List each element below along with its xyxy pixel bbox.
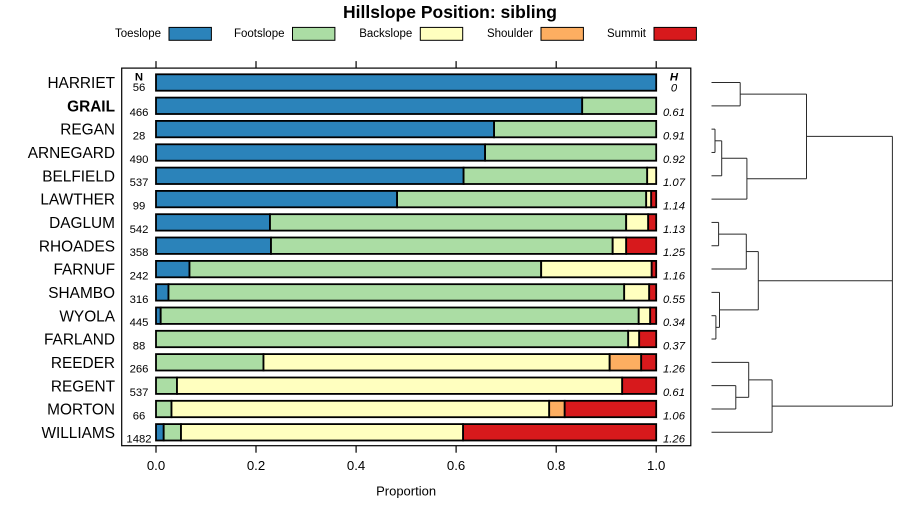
svg-text:FARNUF: FARNUF <box>53 262 115 279</box>
svg-text:Backslope: Backslope <box>359 28 412 40</box>
svg-text:1.26: 1.26 <box>663 434 686 446</box>
svg-text:WILLIAMS: WILLIAMS <box>41 425 115 442</box>
svg-text:1.0: 1.0 <box>647 458 665 473</box>
svg-text:REGENT: REGENT <box>51 378 116 395</box>
svg-text:MORTON: MORTON <box>47 402 115 419</box>
svg-text:FARLAND: FARLAND <box>44 332 115 349</box>
svg-text:0.34: 0.34 <box>663 317 685 329</box>
svg-text:Proportion: Proportion <box>376 484 436 499</box>
svg-text:56: 56 <box>133 82 146 94</box>
svg-text:0: 0 <box>671 83 678 95</box>
svg-text:66: 66 <box>133 410 146 422</box>
svg-text:28: 28 <box>133 131 146 143</box>
svg-text:537: 537 <box>130 177 149 189</box>
svg-text:0.37: 0.37 <box>663 340 686 352</box>
svg-text:266: 266 <box>130 364 149 376</box>
svg-text:0.91: 0.91 <box>663 131 685 143</box>
svg-text:466: 466 <box>130 107 149 119</box>
svg-text:358: 358 <box>130 247 149 259</box>
svg-text:WYOLA: WYOLA <box>59 308 115 325</box>
svg-text:RHOADES: RHOADES <box>39 238 115 255</box>
svg-text:BELFIELD: BELFIELD <box>42 168 115 185</box>
svg-text:SHAMBO: SHAMBO <box>48 285 115 302</box>
svg-text:242: 242 <box>130 271 149 283</box>
svg-text:0.2: 0.2 <box>247 458 265 473</box>
svg-text:DAGLUM: DAGLUM <box>49 215 115 232</box>
svg-text:N: N <box>135 72 143 84</box>
svg-text:0.0: 0.0 <box>147 458 165 473</box>
svg-text:1.13: 1.13 <box>663 224 686 236</box>
svg-text:ARNEGARD: ARNEGARD <box>28 145 115 162</box>
svg-text:Shoulder: Shoulder <box>487 28 533 40</box>
svg-text:REEDER: REEDER <box>51 355 115 372</box>
svg-text:Hillslope Position: sibling: Hillslope Position: sibling <box>343 2 557 22</box>
svg-text:537: 537 <box>130 387 149 399</box>
svg-text:0.55: 0.55 <box>663 294 686 306</box>
svg-text:0.92: 0.92 <box>663 154 686 166</box>
svg-text:1482: 1482 <box>126 434 151 446</box>
svg-text:REGAN: REGAN <box>60 122 115 139</box>
svg-text:542: 542 <box>130 224 149 236</box>
svg-text:Footslope: Footslope <box>234 28 285 40</box>
svg-text:99: 99 <box>133 201 146 213</box>
svg-text:490: 490 <box>130 154 149 166</box>
svg-text:0.61: 0.61 <box>663 107 685 119</box>
svg-text:Summit: Summit <box>607 28 647 40</box>
svg-text:GRAIL: GRAIL <box>67 98 115 115</box>
svg-text:0.8: 0.8 <box>547 458 565 473</box>
svg-text:1.07: 1.07 <box>663 177 686 189</box>
svg-text:1.16: 1.16 <box>663 271 686 283</box>
svg-text:Toeslope: Toeslope <box>115 28 161 40</box>
svg-text:445: 445 <box>130 317 149 329</box>
svg-text:0.6: 0.6 <box>447 458 465 473</box>
svg-text:0.61: 0.61 <box>663 387 685 399</box>
svg-text:HARRIET: HARRIET <box>47 75 115 92</box>
svg-text:LAWTHER: LAWTHER <box>40 192 115 209</box>
svg-text:0.4: 0.4 <box>347 458 365 473</box>
svg-text:316: 316 <box>130 294 149 306</box>
svg-text:1.25: 1.25 <box>663 247 686 259</box>
svg-text:H: H <box>670 72 679 84</box>
svg-text:1.06: 1.06 <box>663 410 686 422</box>
svg-text:1.26: 1.26 <box>663 364 686 376</box>
svg-text:1.14: 1.14 <box>663 201 685 213</box>
svg-text:88: 88 <box>133 340 146 352</box>
